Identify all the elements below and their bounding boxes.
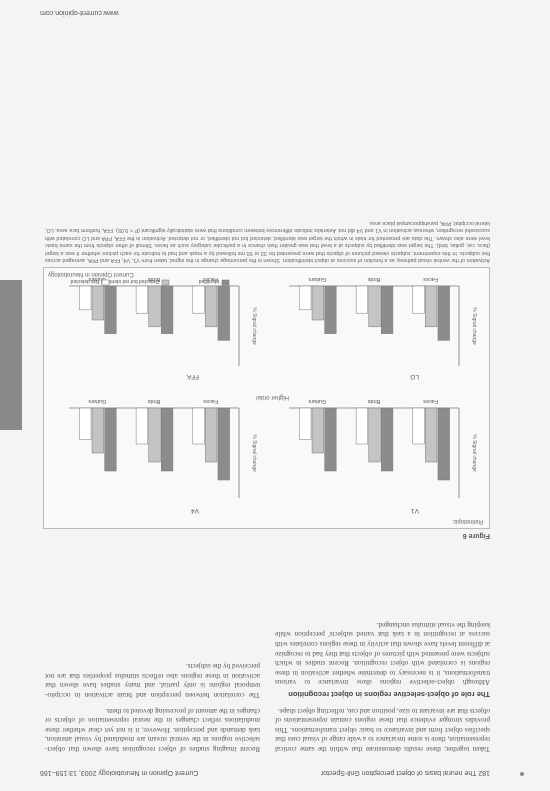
bar (311, 285, 324, 321)
y-axis-label: % Signal change (471, 307, 477, 345)
bar (217, 407, 230, 481)
bar (104, 285, 117, 334)
running-header-right: Current Opinion in Neurobiology 2003, 13… (40, 769, 199, 776)
bar (205, 407, 218, 463)
left-para-1: Taken together, these results demonstrat… (275, 706, 490, 753)
bar (425, 407, 438, 463)
bar (148, 285, 161, 328)
page-edge-tab (0, 280, 22, 430)
scan-mark (520, 772, 524, 776)
bar (192, 285, 205, 314)
category-tick-label: Birds (367, 398, 380, 404)
category-tick-label: Birds (367, 276, 380, 282)
bar (299, 285, 312, 311)
category-tick-label: Faces (423, 398, 438, 404)
category-tick-label: Birds (147, 398, 160, 404)
legend-label: Detected but not identified (101, 278, 159, 284)
bar (135, 407, 148, 445)
bar (79, 285, 92, 311)
bar (91, 285, 104, 321)
bar (381, 407, 394, 472)
legend-swatch (221, 279, 230, 286)
category-tick-label: Guitars (88, 276, 106, 282)
bar (324, 285, 337, 334)
bar (355, 285, 368, 314)
bar (425, 285, 438, 328)
y-axis-label: % Signal change (251, 307, 257, 345)
left-column: Taken together, these results demonstrat… (275, 613, 490, 753)
category-tick-label: Faces (203, 398, 218, 404)
bar (368, 407, 381, 463)
chart-panel: Faces Birds Guitars % Signal change (289, 276, 477, 366)
category-tick-label: Birds (147, 276, 160, 282)
running-header-left: 182 The neural basis of object perceptio… (320, 769, 490, 776)
right-column: Recent imaging studies of object recogni… (45, 655, 260, 753)
bar (324, 407, 337, 472)
chart-panel: Faces Birds Guitars % Signal change (289, 398, 477, 498)
category-tick-label: Guitars (88, 398, 106, 404)
bar (161, 407, 174, 472)
bar (91, 407, 104, 454)
bar (412, 407, 425, 445)
bar (217, 285, 230, 341)
category-tick-label: Faces (423, 276, 438, 282)
figure-caption: Activation of the ventral visual pathway… (45, 219, 490, 263)
bar (412, 285, 425, 314)
chart-panel: Faces Birds Guitars % Signal change (69, 398, 257, 498)
bar (368, 285, 381, 328)
legend-label: Identified (198, 278, 219, 284)
bar (192, 407, 205, 445)
bar (104, 407, 117, 472)
figure-label: Figure 6 (462, 532, 490, 539)
bar-chart: Faces Birds Guitars % Signal change Faces Bir… (69, 276, 477, 498)
figure-credit: Current Opinion in Neurobiology (48, 271, 134, 277)
bar (355, 407, 368, 445)
legend-swatch (161, 279, 170, 286)
bar (299, 407, 312, 440)
category-tick-label: Guitars (308, 398, 326, 404)
category-tick-label: Faces (203, 276, 218, 282)
y-axis-label: % Signal change (251, 434, 257, 472)
figure-panel: Retinotopic Higher order V1 V4 LO FFA Fa… (43, 267, 490, 529)
bar (161, 285, 174, 334)
chart-panel: Faces Birds Guitars % Signal change (69, 276, 257, 366)
bar (135, 285, 148, 314)
bar (437, 407, 450, 481)
bar (148, 407, 161, 463)
right-para-2: The correlation between perception and b… (45, 662, 260, 700)
left-para-2: Although object-selective regions show i… (275, 620, 490, 687)
footer-website: www.current-opinion.com (40, 9, 119, 16)
y-axis-label: % Signal change (471, 434, 477, 472)
right-para-1: Recent imaging studies of object recogni… (45, 706, 260, 753)
bar (79, 407, 92, 440)
bar (205, 285, 218, 328)
bar (311, 407, 324, 454)
category-tick-label: Guitars (308, 276, 326, 282)
section-heading: The role of object-selective regions in … (288, 690, 490, 700)
bar (381, 285, 394, 334)
legend-swatch (101, 279, 110, 286)
bar (437, 285, 450, 341)
legend-label: Not detected (70, 278, 99, 284)
